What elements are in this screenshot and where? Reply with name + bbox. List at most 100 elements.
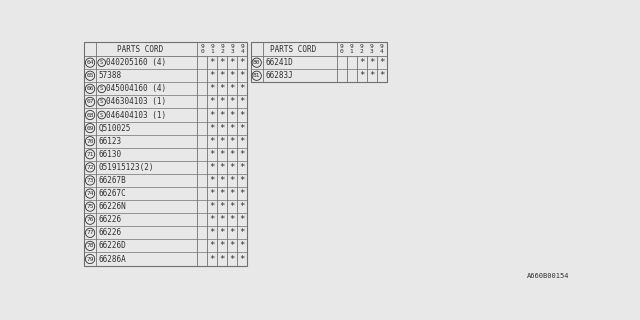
Text: *: * — [239, 124, 245, 132]
Text: *: * — [220, 163, 225, 172]
Text: *: * — [239, 215, 245, 224]
Text: *: * — [239, 97, 245, 107]
Text: *: * — [239, 202, 245, 211]
Text: *: * — [369, 58, 374, 67]
Text: *: * — [209, 58, 215, 67]
Text: *: * — [239, 163, 245, 172]
Text: 67: 67 — [86, 100, 94, 104]
Text: 040205160 (4): 040205160 (4) — [106, 58, 166, 67]
Text: *: * — [220, 110, 225, 119]
Text: *: * — [230, 176, 235, 185]
Text: 66267B: 66267B — [99, 176, 126, 185]
Text: 66: 66 — [86, 86, 94, 91]
Text: *: * — [230, 189, 235, 198]
Text: 9
2: 9 2 — [360, 44, 364, 54]
Text: *: * — [239, 150, 245, 159]
Text: *: * — [209, 202, 215, 211]
Text: 81: 81 — [253, 73, 260, 78]
Text: 9
2: 9 2 — [220, 44, 224, 54]
Text: 66226D: 66226D — [99, 241, 126, 251]
Text: 77: 77 — [86, 230, 94, 235]
Text: A660B00154: A660B00154 — [527, 273, 570, 279]
Text: *: * — [379, 58, 385, 67]
Text: *: * — [379, 71, 385, 80]
Text: *: * — [230, 110, 235, 119]
Text: *: * — [369, 71, 374, 80]
Text: *: * — [230, 150, 235, 159]
Text: 70: 70 — [86, 139, 94, 144]
Text: 9
1: 9 1 — [211, 44, 214, 54]
Text: *: * — [220, 215, 225, 224]
Text: *: * — [239, 176, 245, 185]
Text: PARTS CORD: PARTS CORD — [270, 45, 317, 54]
Text: *: * — [220, 228, 225, 237]
Text: PARTS CORD: PARTS CORD — [117, 45, 164, 54]
Text: *: * — [209, 150, 215, 159]
Text: *: * — [220, 189, 225, 198]
Text: 64: 64 — [86, 60, 94, 65]
Text: *: * — [209, 110, 215, 119]
Text: *: * — [239, 189, 245, 198]
Text: 66226: 66226 — [99, 215, 122, 224]
Text: 75: 75 — [86, 204, 94, 209]
Text: S: S — [100, 100, 103, 104]
Text: *: * — [209, 84, 215, 93]
Text: *: * — [230, 97, 235, 107]
Text: *: * — [230, 215, 235, 224]
Text: *: * — [209, 97, 215, 107]
Text: *: * — [209, 71, 215, 80]
Text: 9
3: 9 3 — [230, 44, 234, 54]
Text: *: * — [209, 254, 215, 263]
Text: *: * — [230, 254, 235, 263]
Text: 66226: 66226 — [99, 228, 122, 237]
Text: *: * — [220, 58, 225, 67]
Text: *: * — [220, 150, 225, 159]
Text: 9
4: 9 4 — [380, 44, 384, 54]
Text: *: * — [220, 84, 225, 93]
Text: *: * — [230, 137, 235, 146]
Text: 71: 71 — [86, 152, 94, 157]
Text: *: * — [220, 71, 225, 80]
Text: 57388: 57388 — [99, 71, 122, 80]
Text: *: * — [230, 241, 235, 251]
Text: 73: 73 — [86, 178, 94, 183]
Text: *: * — [220, 137, 225, 146]
Text: *: * — [230, 228, 235, 237]
Text: 9
4: 9 4 — [241, 44, 244, 54]
Text: *: * — [209, 189, 215, 198]
Text: 66241D: 66241D — [265, 58, 293, 67]
Text: *: * — [230, 71, 235, 80]
Text: *: * — [220, 241, 225, 251]
Text: 68: 68 — [86, 113, 94, 117]
Text: 046404103 (1): 046404103 (1) — [106, 110, 166, 119]
Text: *: * — [239, 254, 245, 263]
Text: 045004160 (4): 045004160 (4) — [106, 84, 166, 93]
Text: S: S — [100, 86, 103, 91]
Text: Q510025: Q510025 — [99, 124, 131, 132]
Text: S: S — [100, 113, 103, 117]
Text: *: * — [230, 124, 235, 132]
Text: 72: 72 — [86, 165, 94, 170]
Text: 046304103 (1): 046304103 (1) — [106, 97, 166, 107]
Text: *: * — [209, 124, 215, 132]
Text: *: * — [209, 228, 215, 237]
Text: *: * — [209, 241, 215, 251]
Text: 76: 76 — [86, 217, 94, 222]
Text: *: * — [239, 228, 245, 237]
Text: 74: 74 — [86, 191, 94, 196]
Text: *: * — [230, 84, 235, 93]
Text: *: * — [220, 124, 225, 132]
Text: *: * — [209, 163, 215, 172]
Text: 9
3: 9 3 — [370, 44, 374, 54]
Text: *: * — [239, 71, 245, 80]
Text: 66286A: 66286A — [99, 254, 126, 263]
Text: *: * — [359, 71, 364, 80]
Text: 69: 69 — [86, 126, 94, 131]
Text: *: * — [239, 84, 245, 93]
Text: *: * — [220, 176, 225, 185]
Text: *: * — [239, 137, 245, 146]
Text: *: * — [209, 176, 215, 185]
Text: 78: 78 — [86, 244, 94, 248]
Text: 9
1: 9 1 — [350, 44, 353, 54]
Text: *: * — [239, 110, 245, 119]
